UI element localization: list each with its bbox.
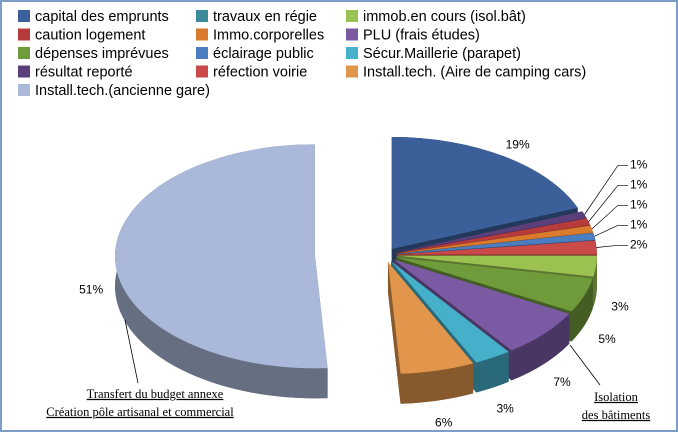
legend-swatch	[346, 28, 358, 41]
label-leader	[591, 204, 628, 230]
data-label: 51%	[79, 282, 103, 296]
legend-swatch	[346, 47, 358, 59]
pie-slice	[394, 259, 570, 351]
legend-label: résultat reporté	[35, 64, 133, 80]
legend-label: capital des emprunts	[35, 9, 169, 25]
legend-swatch	[18, 28, 30, 41]
data-label: 2%	[630, 237, 648, 251]
pie-slice	[396, 240, 597, 255]
legend-swatch	[18, 84, 30, 96]
legend-label: Install.tech.(ancienne gare)	[35, 83, 210, 99]
pie-slice	[396, 225, 594, 254]
legend-label: caution logement	[35, 27, 145, 43]
legend-label: Immo.corporelles	[213, 27, 324, 43]
legend-swatch	[18, 10, 30, 22]
annotation: des bâtiments	[582, 408, 651, 422]
pie-slice	[396, 211, 587, 253]
legend-label: PLU (frais études)	[363, 27, 480, 43]
legend-swatch	[346, 10, 358, 22]
pie: 19% 1% 1% 1% 1% 2% 3% 5% 7% 3% 6% 51%	[79, 137, 648, 430]
pie-slice	[396, 218, 591, 253]
data-label: 19%	[506, 137, 530, 151]
data-label: 1%	[630, 217, 648, 231]
pie-slice	[391, 137, 578, 250]
data-label: 1%	[630, 197, 648, 211]
annotation: Transfert du budget annexe	[87, 387, 224, 401]
legend-label: Sécur.Maillerie (parapet)	[363, 46, 521, 62]
annotation-leader	[124, 319, 139, 384]
legend-label: immob.en cours (isol.bât)	[363, 9, 526, 25]
legend-swatch	[196, 47, 208, 59]
legend-label: réfection voirie	[213, 64, 307, 80]
legend-swatch	[18, 65, 30, 78]
data-label: 1%	[630, 157, 648, 171]
legend-swatch	[196, 65, 208, 78]
legend-label: dépenses imprévues	[35, 46, 169, 62]
pie-slice	[396, 255, 597, 277]
annotation: Isolation	[594, 390, 638, 404]
legend-swatch	[196, 28, 208, 41]
data-label: 6%	[435, 416, 453, 430]
slice-wall	[400, 363, 474, 404]
data-label: 3%	[611, 300, 629, 314]
legend-swatch	[196, 10, 208, 22]
legend-swatch	[346, 65, 358, 78]
pie-slice	[115, 144, 328, 369]
label-leader	[596, 244, 628, 248]
label-leader	[584, 164, 628, 215]
data-label: 5%	[598, 332, 616, 346]
legend: capital des emprunts travaux en régie immo…	[18, 9, 586, 99]
annotation: Création pôle artisanal et commercial	[46, 405, 234, 419]
legend-label: Install.tech. (Aire de camping cars)	[363, 64, 586, 80]
legend-label: travaux en régie	[213, 9, 317, 25]
legend-swatch	[18, 47, 30, 59]
label-leader	[594, 224, 628, 237]
data-label: 1%	[630, 177, 648, 191]
pie-slice	[391, 261, 509, 363]
pie-slice	[387, 261, 474, 374]
pie-slice	[396, 257, 593, 312]
label-leader	[588, 184, 628, 222]
legend-label: éclairage public	[213, 46, 314, 62]
pie-slice	[396, 232, 596, 254]
annotation-leader	[569, 344, 601, 386]
slice-side	[387, 261, 401, 404]
data-label: 3%	[496, 401, 514, 415]
data-label: 7%	[553, 375, 571, 389]
